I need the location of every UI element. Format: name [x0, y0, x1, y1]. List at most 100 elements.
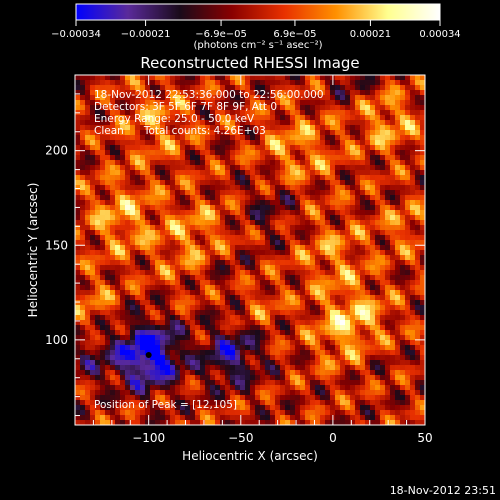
heatmap-cell — [290, 145, 296, 151]
heatmap-cell — [365, 200, 371, 206]
heatmap-cell — [245, 245, 251, 251]
heatmap-cell — [260, 240, 266, 246]
heatmap-cell — [130, 380, 136, 386]
heatmap-cell — [220, 195, 226, 201]
heatmap-cell — [165, 225, 171, 231]
heatmap-cell — [240, 175, 246, 181]
y-tick-label: 150 — [45, 238, 68, 252]
heatmap-cell — [365, 355, 371, 361]
heatmap-cell — [295, 200, 301, 206]
heatmap-cell — [100, 285, 106, 291]
heatmap-cell — [85, 220, 91, 226]
heatmap-cell — [370, 315, 376, 321]
heatmap-cell — [230, 250, 236, 256]
heatmap-cell — [220, 375, 226, 381]
heatmap-cell — [120, 165, 126, 171]
heatmap-cell — [320, 150, 326, 156]
heatmap-cell — [365, 335, 371, 341]
heatmap-cell — [390, 130, 396, 136]
heatmap-cell — [225, 80, 231, 86]
heatmap-cell — [385, 110, 391, 116]
heatmap-cell — [225, 360, 231, 366]
heatmap-cell — [205, 405, 211, 411]
heatmap-cell — [295, 110, 301, 116]
heatmap-cell — [370, 200, 376, 206]
heatmap-cell — [115, 310, 121, 316]
heatmap-cell — [395, 230, 401, 236]
heatmap-cell — [235, 100, 241, 106]
heatmap-cell — [380, 190, 386, 196]
heatmap-cell — [105, 375, 111, 381]
heatmap-cell — [130, 305, 136, 311]
heatmap-cell — [415, 350, 421, 356]
heatmap-cell — [370, 160, 376, 166]
heatmap-cell — [355, 195, 361, 201]
heatmap-cell — [225, 90, 231, 96]
heatmap-cell — [225, 85, 231, 91]
heatmap-cell — [380, 315, 386, 321]
heatmap-cell — [365, 185, 371, 191]
heatmap-cell — [95, 275, 101, 281]
heatmap-cell — [215, 200, 221, 206]
heatmap-cell — [400, 130, 406, 136]
heatmap-cell — [365, 195, 371, 201]
heatmap-cell — [255, 400, 261, 406]
heatmap-cell — [310, 255, 316, 261]
heatmap-cell — [405, 280, 411, 286]
heatmap-cell — [280, 310, 286, 316]
heatmap-cell — [215, 120, 221, 126]
heatmap-cell — [300, 370, 306, 376]
heatmap-cell — [280, 120, 286, 126]
heatmap-cell — [250, 315, 256, 321]
heatmap-cell — [100, 140, 106, 146]
heatmap-cell — [275, 230, 281, 236]
heatmap-cell — [250, 80, 256, 86]
heatmap-cell — [230, 215, 236, 221]
heatmap-cell — [130, 170, 136, 176]
heatmap-cell — [280, 125, 286, 131]
heatmap-cell — [330, 255, 336, 261]
heatmap-cell — [185, 325, 191, 331]
heatmap-cell — [340, 310, 346, 316]
heatmap-cell — [285, 85, 291, 91]
heatmap-cell — [210, 295, 216, 301]
heatmap-cell — [160, 355, 166, 361]
heatmap-cell — [355, 135, 361, 141]
heatmap-cell — [365, 75, 371, 81]
heatmap-cell — [335, 365, 341, 371]
heatmap-cell — [105, 290, 111, 296]
heatmap-cell — [135, 285, 141, 291]
heatmap-cell — [155, 360, 161, 366]
heatmap-cell — [210, 405, 216, 411]
heatmap-cell — [170, 100, 176, 106]
heatmap-cell — [275, 130, 281, 136]
heatmap-cell — [225, 325, 231, 331]
heatmap-cell — [400, 140, 406, 146]
heatmap-cell — [155, 155, 161, 161]
heatmap-cell — [185, 415, 191, 421]
heatmap-cell — [95, 295, 101, 301]
heatmap-cell — [370, 255, 376, 261]
heatmap-cell — [95, 105, 101, 111]
heatmap-cell — [275, 295, 281, 301]
heatmap-cell — [270, 220, 276, 226]
heatmap-cell — [355, 295, 361, 301]
heatmap-cell — [85, 375, 91, 381]
heatmap-cell — [400, 350, 406, 356]
heatmap-cell — [305, 140, 311, 146]
heatmap-cell — [280, 210, 286, 216]
heatmap-cell — [160, 260, 166, 266]
heatmap-cell — [365, 345, 371, 351]
heatmap-cell — [245, 95, 251, 101]
heatmap-cell — [135, 240, 141, 246]
heatmap-cell — [305, 160, 311, 166]
heatmap-cell — [305, 405, 311, 411]
heatmap-cell — [90, 395, 96, 401]
heatmap-cell — [155, 275, 161, 281]
heatmap-cell — [410, 195, 416, 201]
heatmap-cell — [140, 185, 146, 191]
heatmap-cell — [345, 260, 351, 266]
heatmap-cell — [215, 105, 221, 111]
heatmap-cell — [185, 145, 191, 151]
heatmap-cell — [255, 110, 261, 116]
